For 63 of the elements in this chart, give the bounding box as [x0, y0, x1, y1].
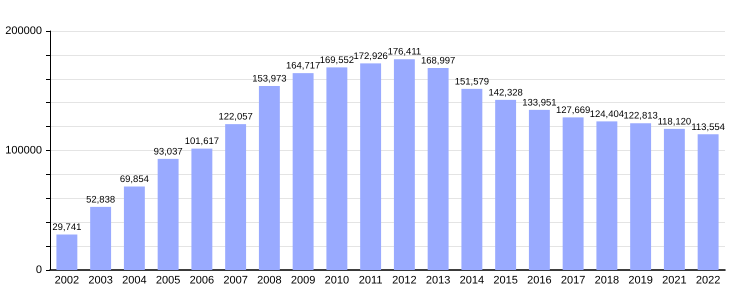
bar	[664, 128, 685, 270]
x-tick-label: 2006	[190, 274, 214, 286]
bar	[461, 88, 482, 270]
bar	[428, 68, 449, 270]
bar	[158, 158, 179, 270]
x-tick-label: 2011	[358, 274, 382, 286]
x-tick-label: 2009	[290, 274, 316, 286]
data-label: 172,926	[353, 50, 388, 62]
data-label: 113,554	[691, 122, 725, 133]
x-tick-label: 2003	[88, 274, 113, 286]
y-tick-label: 100000	[5, 144, 42, 156]
data-label: 69,854	[120, 174, 149, 186]
x-tick-label: 2010	[324, 274, 350, 286]
bar	[360, 63, 382, 270]
data-label: 169,552	[320, 54, 354, 66]
x-tick-label: 2017	[560, 274, 586, 286]
data-label: 142,328	[488, 87, 523, 98]
x-tick-label: 2013	[426, 274, 450, 286]
data-label: 93,037	[154, 146, 183, 158]
data-label: 122,057	[218, 112, 253, 123]
data-label: 168,997	[420, 56, 456, 67]
bar	[292, 73, 314, 270]
x-tick-label: 2022	[696, 274, 720, 286]
y-tick-label: 200000	[5, 25, 42, 37]
data-label: 164,717	[286, 60, 320, 72]
x-tick-label: 2007	[223, 274, 248, 286]
bar	[394, 59, 415, 270]
data-label: 122,813	[623, 110, 658, 122]
bar	[225, 124, 246, 270]
x-tick-label: 2016	[527, 274, 552, 286]
bar	[326, 67, 348, 270]
data-label: 124,404	[590, 108, 624, 120]
x-tick-label: 2005	[156, 274, 180, 286]
x-tick-label: 2018	[594, 274, 620, 286]
bar	[596, 121, 618, 270]
data-label: 153,973	[252, 74, 287, 84]
bar	[562, 117, 584, 270]
data-label: 176,411	[388, 46, 422, 58]
bar	[56, 234, 78, 270]
x-tick-label: 2002	[54, 274, 80, 286]
bar	[698, 134, 719, 270]
bar	[528, 110, 550, 270]
bar	[191, 148, 212, 270]
bar	[124, 186, 145, 270]
x-tick-label: 2008	[257, 274, 282, 286]
x-tick-label: 2004	[122, 274, 147, 286]
y-tick-label: 0	[36, 264, 42, 276]
bar	[90, 206, 112, 270]
x-tick-label: 2012	[392, 274, 417, 286]
bar	[630, 123, 652, 270]
x-tick-label: 2015	[493, 274, 518, 286]
data-label: 101,617	[184, 136, 220, 148]
data-label: 127,669	[556, 104, 590, 116]
data-label: 118,120	[658, 116, 692, 128]
x-tick-label: 2021	[662, 274, 687, 286]
x-tick-label: 2014	[460, 274, 484, 286]
data-label: 52,838	[86, 194, 116, 206]
bar	[495, 100, 516, 270]
bar	[258, 86, 280, 270]
data-label: 29,741	[52, 222, 82, 233]
data-label: 133,951	[522, 97, 557, 108]
x-tick-label: 2019	[628, 274, 653, 286]
data-label: 151,579	[454, 76, 490, 88]
